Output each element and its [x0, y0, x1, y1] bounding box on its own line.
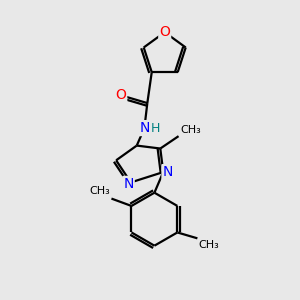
Text: CH₃: CH₃	[199, 240, 220, 250]
Text: N: N	[139, 121, 150, 135]
Text: CH₃: CH₃	[89, 186, 110, 196]
Text: O: O	[116, 88, 126, 102]
Text: N: N	[163, 165, 173, 179]
Text: O: O	[159, 25, 170, 39]
Text: N: N	[123, 177, 134, 191]
Text: H: H	[151, 122, 160, 135]
Text: CH₃: CH₃	[180, 125, 201, 135]
